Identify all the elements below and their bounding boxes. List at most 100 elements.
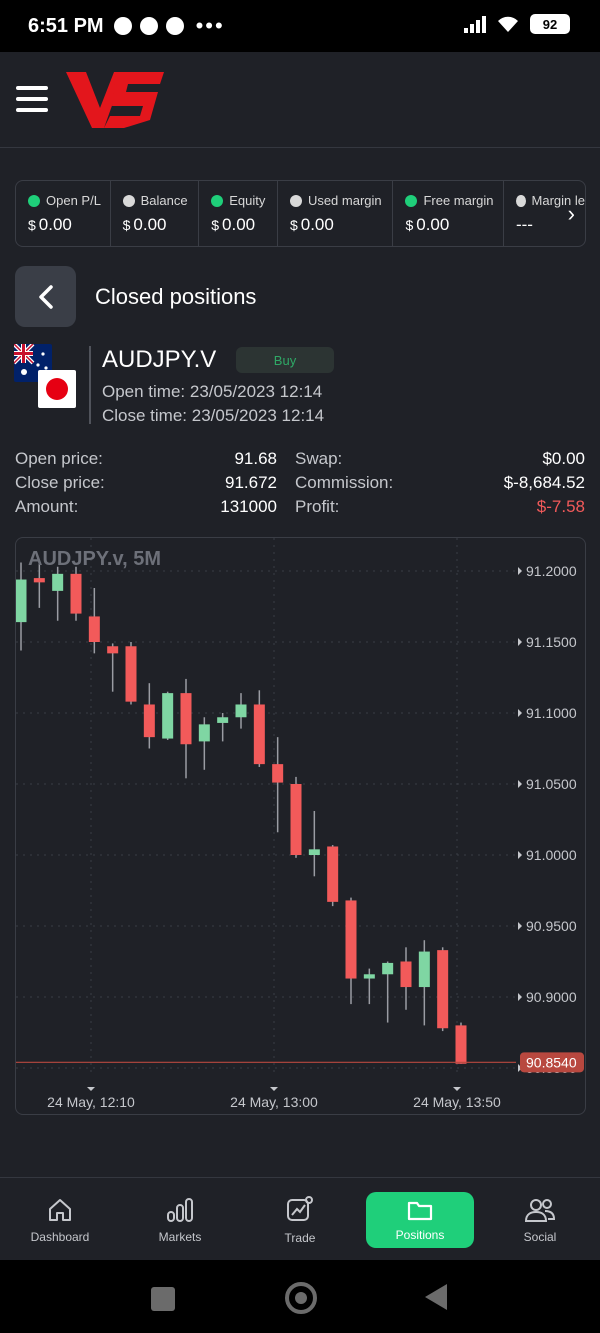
profit-label: Profit: — [295, 497, 340, 516]
nav-trade[interactable]: Trade — [245, 1178, 355, 1261]
back-button[interactable] — [15, 266, 76, 327]
status-dot-icon — [515, 194, 526, 207]
signal-icon — [464, 15, 486, 33]
x-tick-marker — [453, 1087, 461, 1091]
nav-label: Social — [523, 1229, 557, 1244]
candle-body — [162, 693, 174, 739]
nav-dashboard[interactable]: Dashboard — [5, 1178, 115, 1261]
markets-icon — [167, 1197, 193, 1222]
tick-marker — [518, 993, 522, 1001]
metric-balance: Balance $0.00 — [111, 181, 200, 246]
back-nav-icon[interactable] — [425, 1284, 447, 1310]
y-tick-label: 91.1500 — [526, 634, 577, 650]
y-tick-label: 91.0000 — [526, 847, 577, 863]
y-tick-label: 90.9500 — [526, 918, 577, 934]
telegram-icon — [139, 17, 158, 35]
page-title: Closed positions — [95, 284, 257, 309]
open-price-label: Open price: — [15, 449, 103, 468]
x-tick-marker — [87, 1087, 95, 1091]
home-button-icon[interactable] — [285, 1282, 317, 1314]
app-header — [0, 52, 600, 148]
candle-body — [88, 616, 100, 642]
tick-marker — [518, 709, 522, 717]
candle-body — [70, 573, 82, 614]
account-metrics-strip[interactable]: Open P/L $0.00 Balance $0.00 Equity $0.0… — [15, 180, 586, 247]
last-price-label: 90.8540 — [526, 1054, 577, 1070]
candle-body — [437, 950, 449, 1029]
candle-body — [16, 579, 27, 623]
metric-used-margin: Used margin $0.00 — [278, 181, 394, 246]
tick-marker — [518, 780, 522, 788]
social-icon — [524, 1198, 556, 1222]
candle-body — [107, 646, 119, 654]
y-tick-label: 91.0500 — [526, 776, 577, 792]
status-dot-icon — [122, 194, 135, 207]
last-price-badge — [520, 1052, 584, 1073]
tick-marker — [518, 567, 522, 575]
open-price-value: 91.68 — [234, 449, 277, 468]
tick-marker — [518, 638, 522, 646]
x-tick-label: 24 May, 13:00 — [230, 1094, 318, 1110]
profit-value: $-7.58 — [536, 497, 585, 516]
candle-body — [308, 849, 320, 855]
y-tick-label: 91.2000 — [526, 563, 577, 579]
candle-body — [327, 846, 339, 902]
x-tick-label: 24 May, 12:10 — [47, 1094, 135, 1110]
status-time: 6:51 PM — [28, 14, 104, 37]
x-tick-marker — [270, 1087, 278, 1091]
close-price-label: Close price: — [15, 473, 105, 492]
candle-body — [33, 578, 45, 583]
candle-body — [217, 717, 229, 723]
nav-positions[interactable]: Positions — [366, 1192, 474, 1248]
bottom-navigation: Dashboard Markets Trade Positions Social — [0, 1177, 600, 1260]
close-time: Close time: 23/05/2023 12:14 — [102, 406, 325, 425]
metric-open-pl: Open P/L $0.00 — [16, 181, 111, 246]
open-time: Open time: 23/05/2023 12:14 — [102, 382, 323, 401]
currency-pair-flags — [14, 344, 78, 408]
folder-icon — [407, 1201, 433, 1221]
metric-margin-level: Margin le --- — [515, 193, 585, 234]
metric-free-margin: Free margin $0.00 — [393, 181, 504, 246]
battery-icon: 92 — [530, 14, 570, 34]
candlestick-chart[interactable]: 91.2000 91.1500 91.1000 91.0500 91.0000 90.95… — [16, 538, 586, 1115]
price-chart[interactable]: 91.2000 91.1500 91.1000 91.0500 91.0000 90.95… — [15, 537, 586, 1115]
x-tick-label: 24 May, 13:50 — [413, 1094, 501, 1110]
swap-value: $0.00 — [542, 449, 585, 468]
nav-markets[interactable]: Markets — [125, 1178, 235, 1261]
candle-body — [125, 646, 137, 702]
chevron-left-icon — [38, 284, 53, 309]
status-dot-icon — [289, 194, 302, 207]
chevron-right-icon[interactable]: › — [567, 201, 575, 226]
australia-flag-icon — [14, 344, 52, 382]
nav-label: Dashboard — [30, 1229, 90, 1244]
nav-social[interactable]: Social — [485, 1178, 595, 1261]
tick-marker — [518, 922, 522, 930]
divider — [89, 346, 91, 424]
y-tick-label: 90.9000 — [526, 989, 577, 1005]
swap-label: Swap: — [295, 449, 343, 468]
candle-body — [363, 974, 375, 979]
menu-icon[interactable] — [16, 86, 48, 112]
recent-apps-icon[interactable] — [151, 1287, 175, 1311]
close-price-value: 91.672 — [225, 473, 277, 492]
status-dot-icon — [211, 194, 224, 207]
candle-body — [253, 704, 265, 765]
candle-body — [180, 693, 192, 745]
status-bar: 6:51 PM ••• 92 — [0, 0, 600, 52]
candle-body — [52, 573, 64, 591]
commission-label: Commission: — [295, 473, 394, 492]
candle-body — [455, 1025, 467, 1064]
side-badge: Buy — [236, 347, 334, 373]
amount-value: 131000 — [220, 497, 277, 516]
trade-icon — [287, 1195, 313, 1221]
messenger-icon — [113, 17, 132, 35]
commission-value: $-8,684.52 — [503, 473, 585, 492]
status-dot-icon — [405, 194, 418, 207]
home-icon — [49, 1198, 71, 1221]
candle-body — [198, 724, 210, 742]
messenger-icon-2 — [165, 17, 184, 35]
candle-body — [272, 764, 284, 783]
candle-body — [418, 951, 430, 988]
nav-label: Markets — [158, 1229, 202, 1244]
system-navigation-bar — [0, 1260, 600, 1333]
